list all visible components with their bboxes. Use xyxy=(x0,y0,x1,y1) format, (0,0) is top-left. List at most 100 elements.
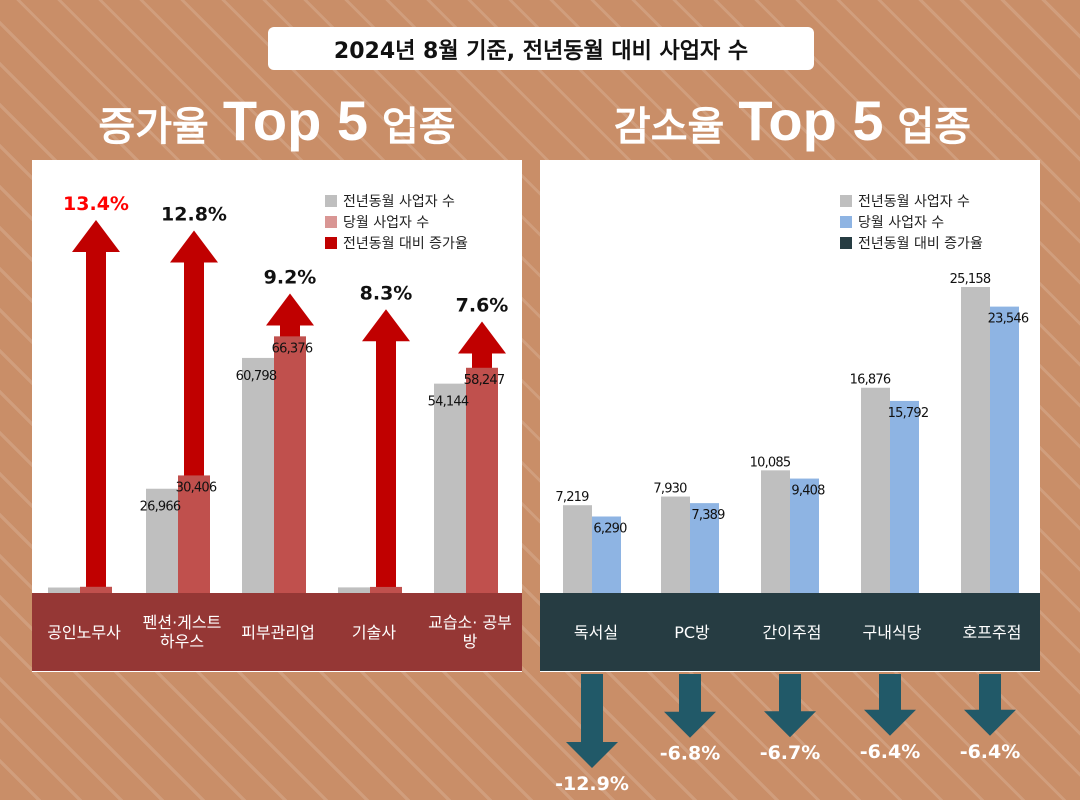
curr-count-bar xyxy=(178,475,210,593)
right-legend-item-rate: 전년동월 대비 증가율 xyxy=(840,232,983,253)
prev-value-label: 7,219 xyxy=(555,490,589,505)
increase-rate-arrow xyxy=(72,220,120,593)
left-chart-svg: 1,4171,60713.4%26,96630,40612.8%60,79866… xyxy=(45,193,509,614)
right-legend-swatch-prev xyxy=(840,194,852,207)
rate-label: 7.6% xyxy=(456,295,509,317)
rate-label: 9.2% xyxy=(264,267,317,289)
right-chart-panel: 7,219 6,290 7,930 7,389 10,085 9,408 16,876 15,… xyxy=(540,160,1040,672)
curr-value-label: 58,247 xyxy=(464,373,505,388)
left-legend-item-prev: 전년동월 사업자 수 xyxy=(325,190,468,211)
rate-label: -12.9% xyxy=(555,773,629,795)
curr-count-bar xyxy=(690,503,719,593)
prev-value-label: 10,085 xyxy=(750,455,791,470)
curr-value-label: 6,290 xyxy=(593,521,627,536)
left-legend-item-curr: 당월 사업자 수 xyxy=(325,211,468,232)
right-legend-item-prev: 전년동월 사업자 수 xyxy=(840,190,983,211)
rate-label: -6.8% xyxy=(660,743,721,765)
prev-value-label: 16,876 xyxy=(850,373,891,388)
left-legend-swatch-rate xyxy=(325,236,337,249)
prev-value-label: 7,930 xyxy=(653,482,687,497)
right-category-label: 호프주점 xyxy=(962,622,1022,642)
rate-label: 12.8% xyxy=(161,204,227,226)
prev-count-bar xyxy=(761,470,790,593)
prev-count-bar xyxy=(563,505,592,593)
prev-count-bar xyxy=(146,488,178,593)
increase-rate-arrow xyxy=(362,309,410,593)
rate-label: 13.4% xyxy=(63,193,129,215)
right-legend-item-curr: 당월 사업자 수 xyxy=(840,211,983,232)
prev-value-label: 60,798 xyxy=(236,369,277,384)
right-legend-swatch-rate xyxy=(840,236,852,249)
curr-count-bar xyxy=(990,306,1019,593)
left-category-bar: 공인노무사 펜션·게스트 하우스 피부관리업 기술사 교습소· 공부방 xyxy=(32,593,522,671)
prev-count-bar xyxy=(961,287,990,593)
curr-count-bar xyxy=(370,586,402,593)
right-category-bar: 독서실 PC방 간이주점 구내식당 호프주점 xyxy=(540,593,1040,671)
left-category-label: 기술사 xyxy=(351,622,397,642)
right-legend-label-curr: 당월 사업자 수 xyxy=(858,214,945,231)
decrease-rate-arrow xyxy=(566,674,618,768)
curr-count-bar xyxy=(890,400,919,593)
right-legend: 전년동월 사업자 수 당월 사업자 수 전년동월 대비 증가율 xyxy=(840,190,983,253)
left-heading-top5: Top 5 xyxy=(222,89,368,152)
decrease-rate-arrow xyxy=(764,674,816,738)
curr-count-bar xyxy=(790,478,819,593)
curr-value-label: 7,389 xyxy=(691,508,725,523)
left-category-label: 교습소· 공부방 xyxy=(428,613,512,651)
left-heading-ko-2: 업종 xyxy=(381,104,456,150)
prev-value-label: 54,144 xyxy=(428,395,469,410)
left-legend-item-rate: 전년동월 대비 증가율 xyxy=(325,232,468,253)
increase-rate-arrow xyxy=(170,230,218,593)
prev-count-bar xyxy=(661,496,690,593)
curr-value-label: 9,408 xyxy=(791,484,825,499)
right-heading-ko-1: 감소율 xyxy=(613,104,725,150)
right-legend-label-prev: 전년동월 사업자 수 xyxy=(858,193,970,210)
prev-count-bar xyxy=(338,587,370,593)
curr-count-bar xyxy=(592,516,621,593)
right-panel-heading: 감소율 Top 5 업종 xyxy=(545,88,1040,152)
prev-count-bar xyxy=(242,357,274,593)
curr-value-label: 15,792 xyxy=(888,406,929,421)
curr-value-label: 66,376 xyxy=(272,341,313,356)
curr-value-label: 23,546 xyxy=(988,312,1029,327)
curr-count-bar xyxy=(466,367,498,593)
left-legend: 전년동월 사업자 수 당월 사업자 수 전년동월 대비 증가율 xyxy=(325,190,468,253)
prev-count-bar xyxy=(48,587,80,593)
prev-value-label: 25,158 xyxy=(950,272,991,287)
right-category-label: 간이주점 xyxy=(762,622,822,642)
left-legend-swatch-curr xyxy=(325,215,337,228)
right-legend-label-rate: 전년동월 대비 증가율 xyxy=(858,235,983,252)
left-chart-panel: 1,4171,60713.4%26,96630,40612.8%60,79866… xyxy=(32,160,522,672)
left-heading-ko-1: 증가율 xyxy=(98,104,209,150)
prev-count-bar xyxy=(861,387,890,593)
curr-value-label: 30,406 xyxy=(176,480,217,495)
curr-count-bar xyxy=(274,336,306,593)
decrease-arrows-svg: -12.9% -6.8% -6.7% -6.4% -6.4% xyxy=(555,674,1021,795)
right-category-label: 구내식당 xyxy=(862,622,922,642)
rate-label: -6.4% xyxy=(860,741,921,763)
decrease-rate-arrow xyxy=(864,674,916,736)
page-title: 2024년 8월 기준, 전년동월 대비 사업자 수 xyxy=(268,27,814,70)
prev-value-label: 26,966 xyxy=(140,500,181,515)
left-category-label: 펜션·게스트 하우스 xyxy=(142,613,222,651)
curr-count-bar xyxy=(80,586,112,593)
right-category-label: 독서실 xyxy=(573,622,619,642)
left-legend-label-prev: 전년동월 사업자 수 xyxy=(343,193,455,210)
left-category-label: 공인노무사 xyxy=(47,622,121,642)
right-heading-ko-2: 업종 xyxy=(897,104,972,150)
rate-label: -6.7% xyxy=(760,742,821,764)
left-panel-heading: 증가율 Top 5 업종 xyxy=(32,88,522,152)
right-heading-top5: Top 5 xyxy=(738,89,884,152)
rate-label: 8.3% xyxy=(360,282,413,304)
right-category-label: PC방 xyxy=(674,622,710,642)
left-category-label: 피부관리업 xyxy=(241,622,315,642)
decrease-rate-arrow xyxy=(964,674,1016,736)
left-legend-swatch-prev xyxy=(325,194,337,207)
decrease-rate-arrow xyxy=(664,674,716,738)
prev-count-bar xyxy=(434,383,466,593)
rate-label: -6.4% xyxy=(960,741,1021,763)
right-legend-swatch-curr xyxy=(840,215,852,228)
left-legend-label-curr: 당월 사업자 수 xyxy=(343,214,430,231)
left-legend-label-rate: 전년동월 대비 증가율 xyxy=(343,235,468,252)
